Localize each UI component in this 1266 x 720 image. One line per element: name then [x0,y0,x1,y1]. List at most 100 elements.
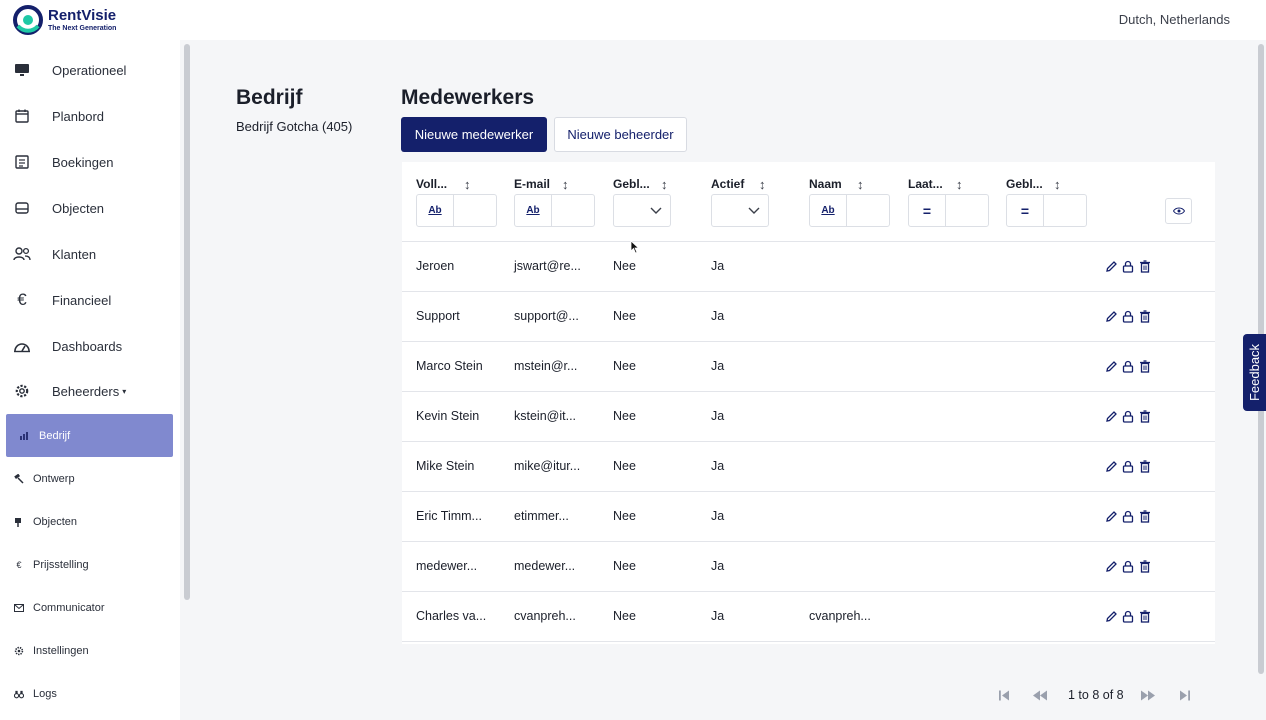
column-header-active[interactable]: Actief ↕ [711,175,801,193]
sort-icon[interactable]: ↕ [1054,176,1061,192]
previous-page-button[interactable] [1031,686,1049,704]
sidebar-subitem-ontwerp[interactable]: Ontwerp [0,461,180,497]
table-row[interactable]: Jeroen jswart@re... Nee Ja [402,242,1215,292]
trash-icon[interactable] [1138,509,1152,523]
table-row[interactable]: Mike Stein mike@itur... Nee Ja [402,442,1215,492]
lock-icon[interactable] [1121,359,1135,373]
sidebar-subitem-objecten[interactable]: Objecten [0,504,180,540]
trash-icon[interactable] [1138,609,1152,623]
edit-icon[interactable] [1104,409,1118,423]
filter-fullname[interactable]: Ab [416,194,497,227]
sidebar-subitem-prijsstelling[interactable]: € Prijsstelling [0,547,180,583]
column-header-fullname[interactable]: Voll... ↕ [416,175,506,193]
filter-blocked-select[interactable] [613,194,671,227]
feedback-tab[interactable]: Feedback [1243,334,1266,411]
filter-input[interactable] [454,195,496,226]
sidebar-item-klanten[interactable]: Klanten [0,234,180,274]
trash-icon[interactable] [1138,409,1152,423]
sidebar-item-label: Objecten [52,200,105,216]
column-header-label: Laat... [908,177,943,191]
table-row[interactable]: Support support@... Nee Ja [402,292,1215,342]
filter-active-select[interactable] [711,194,769,227]
locale-selector[interactable]: Dutch, Netherlands [1118,12,1230,27]
column-header-email[interactable]: E-mail ↕ [514,175,604,193]
new-admin-button[interactable]: Nieuwe beheerder [554,117,687,152]
sidebar-subitem-communicator[interactable]: Communicator [0,590,180,626]
filter-last-login[interactable]: = [908,194,989,227]
filter-input[interactable] [847,195,889,226]
column-header-username[interactable]: Naam ↕ [809,175,899,193]
cell-username: cvanpreh... [809,609,871,623]
sidebar-subitem-logs[interactable]: Logs [0,676,180,712]
lock-icon[interactable] [1121,409,1135,423]
filter-operator-button[interactable]: = [909,195,946,226]
first-page-button[interactable] [995,686,1013,704]
trash-icon[interactable] [1138,559,1152,573]
pagination-summary: 1 to 8 of 8 [1068,688,1124,702]
sidebar-item-label: Boekingen [52,154,114,170]
sort-icon[interactable]: ↕ [562,176,569,192]
table-row[interactable]: medewer... medewer... Nee Ja [402,542,1215,592]
sort-icon[interactable]: ↕ [857,176,864,192]
sort-icon[interactable]: ↕ [759,176,766,192]
filter-input[interactable] [946,195,988,226]
filter-operator-button[interactable]: = [1007,195,1044,226]
sidebar-item-financieel[interactable]: € Financieel [0,280,180,320]
first-page-icon [999,690,1009,700]
filter-input[interactable] [552,195,594,226]
new-employee-button[interactable]: Nieuwe medewerker [401,117,547,152]
sidebar-item-dashboards[interactable]: Dashboards [0,326,180,366]
column-header-blocked[interactable]: Gebl... ↕ [613,175,703,193]
edit-icon[interactable] [1104,509,1118,523]
filter-operator-button[interactable]: Ab [810,195,847,226]
trash-icon[interactable] [1138,459,1152,473]
edit-icon[interactable] [1104,359,1118,373]
table-row[interactable]: Marco Stein mstein@r... Nee Ja [402,342,1215,392]
filter-operator-button[interactable]: Ab [417,195,454,226]
edit-icon[interactable] [1104,559,1118,573]
edit-icon[interactable] [1104,609,1118,623]
lock-icon[interactable] [1121,459,1135,473]
table-row[interactable]: Charles va... cvanpreh... Nee Ja cvanpreh... [402,592,1215,642]
column-visibility-button[interactable] [1165,198,1192,224]
trash-icon[interactable] [1138,309,1152,323]
filter-username[interactable]: Ab [809,194,890,227]
sidebar-scrollbar[interactable] [184,44,190,600]
edit-icon[interactable] [1104,309,1118,323]
filter-input[interactable] [1044,195,1086,226]
lock-icon[interactable] [1121,309,1135,323]
sidebar-item-label: Klanten [52,246,97,262]
table-row[interactable]: Eric Timm... etimmer... Nee Ja [402,492,1215,542]
sidebar-item-operationeel[interactable]: Operationeel [0,50,180,90]
column-header-blocked-date[interactable]: Gebl... ↕ [1006,175,1096,193]
column-header-last-login[interactable]: Laat... ↕ [908,175,998,193]
filter-operator-button[interactable]: Ab [515,195,552,226]
sort-icon[interactable]: ↕ [661,176,668,192]
sidebar-item-planbord[interactable]: Planbord [0,96,180,136]
gauge-icon [13,337,31,355]
top-bar: RentVisie The Next Generation Dutch, Net… [0,0,1266,40]
next-page-button[interactable] [1139,686,1157,704]
sidebar-subitem-bedrijf[interactable]: Bedrijf [6,414,173,457]
edit-icon[interactable] [1104,459,1118,473]
filter-blocked-date[interactable]: = [1006,194,1087,227]
filter-email[interactable]: Ab [514,194,595,227]
sidebar-item-beheerders[interactable]: Beheerders ▾ [0,371,180,411]
sort-icon[interactable]: ↕ [464,176,471,192]
trash-icon[interactable] [1138,259,1152,273]
lock-icon[interactable] [1121,259,1135,273]
lock-icon[interactable] [1121,509,1135,523]
table-row[interactable]: Kevin Stein kstein@it... Nee Ja [402,392,1215,442]
trash-icon[interactable] [1138,359,1152,373]
column-header-label: E-mail [514,177,551,191]
sort-icon[interactable]: ↕ [956,176,963,192]
brand-logo[interactable]: RentVisie The Next Generation [12,4,116,36]
edit-icon[interactable] [1104,259,1118,273]
lock-icon[interactable] [1121,559,1135,573]
sidebar-item-boekingen[interactable]: Boekingen [0,142,180,182]
lock-icon[interactable] [1121,609,1135,623]
sidebar-subitem-instellingen[interactable]: Instellingen [0,633,180,669]
sidebar [0,40,180,720]
sidebar-item-objecten[interactable]: Objecten [0,188,180,228]
last-page-button[interactable] [1176,686,1194,704]
